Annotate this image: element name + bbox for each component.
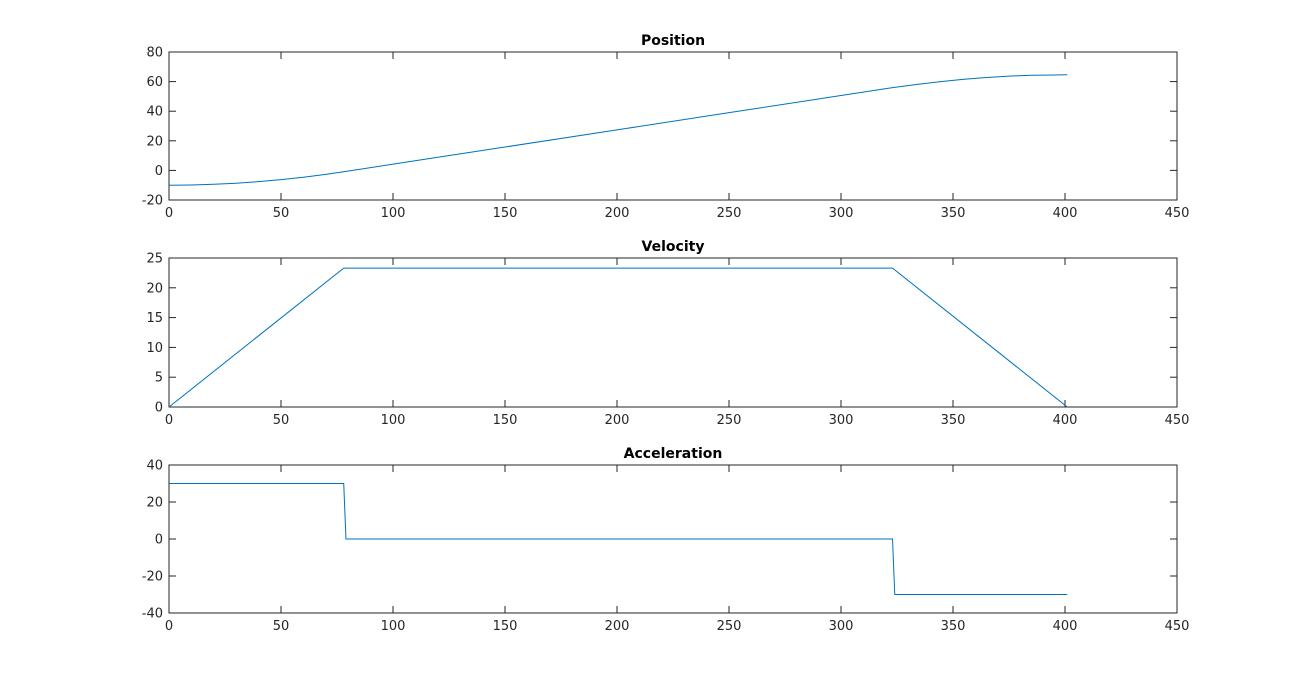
acceleration-xtick-label: 50 [273,619,290,634]
position-xtick-label: 300 [829,206,854,221]
position-xtick-label: 150 [493,206,518,221]
acceleration-xtick-label: 200 [605,619,630,634]
acceleration-ytick-label: 20 [146,496,163,511]
velocity-xtick-label: 300 [829,413,854,428]
velocity-ytick-label: 20 [146,281,163,296]
position-ytick-label: 20 [146,134,163,149]
acceleration-xtick-label: 100 [381,619,406,634]
velocity-xtick-label: 150 [493,413,518,428]
velocity-xtick-label: 0 [165,413,173,428]
velocity-xtick-label: 400 [1053,413,1078,428]
acceleration-xtick-label: 0 [165,619,173,634]
position-plot-area [168,51,1178,201]
velocity-ytick-label: 10 [146,341,163,356]
velocity-xtick-label: 100 [381,413,406,428]
position-ytick-label: 40 [146,105,163,120]
position-title: Position [641,33,705,49]
acceleration-ytick-label: 40 [146,459,163,474]
velocity-series-line [168,267,1068,408]
acceleration-series-line [169,483,1068,595]
velocity-ytick-label: 15 [146,311,163,326]
acceleration-plot-area [168,464,1178,614]
acceleration-title: Acceleration [624,446,723,462]
acceleration-ytick-label: 0 [155,533,163,548]
position-xtick-label: 200 [605,206,630,221]
velocity-plot-area [168,257,1178,408]
velocity-xtick-label: 350 [941,413,966,428]
position-ytick-label: 0 [155,164,163,179]
position-ytick-label: 80 [146,46,163,61]
velocity-ytick-label: 5 [155,371,163,386]
position-xtick-label: 350 [941,206,966,221]
velocity-xtick-label: 250 [717,413,742,428]
velocity-ytick-label: 0 [155,401,163,416]
velocity-xtick-label: 200 [605,413,630,428]
acceleration-xtick-label: 300 [829,619,854,634]
position-xtick-label: 50 [273,206,290,221]
position-ytick-label: -20 [142,194,163,209]
position-xtick-label: 250 [717,206,742,221]
position-series-line [168,74,1068,186]
acceleration-xtick-label: 350 [941,619,966,634]
velocity-xtick-label: 450 [1165,413,1190,428]
acceleration-ytick-label: -20 [142,570,163,585]
position-ytick-label: 60 [146,75,163,90]
acceleration-xtick-label: 250 [717,619,742,634]
acceleration-xtick-label: 450 [1165,619,1190,634]
position-xtick-label: 0 [165,206,173,221]
velocity-ytick-label: 25 [146,252,163,267]
velocity-xtick-label: 50 [273,413,290,428]
acceleration-ytick-label: -40 [142,607,163,622]
position-xtick-label: 400 [1053,206,1078,221]
velocity-axes: Velocity 0 50 100 150 200 250 300 350 400 450 0 5 10 1… [146,239,1189,428]
acceleration-xtick-label: 150 [493,619,518,634]
velocity-title: Velocity [642,239,705,255]
acceleration-xtick-label: 400 [1053,619,1078,634]
position-xtick-label: 450 [1165,206,1190,221]
position-xtick-label: 100 [381,206,406,221]
